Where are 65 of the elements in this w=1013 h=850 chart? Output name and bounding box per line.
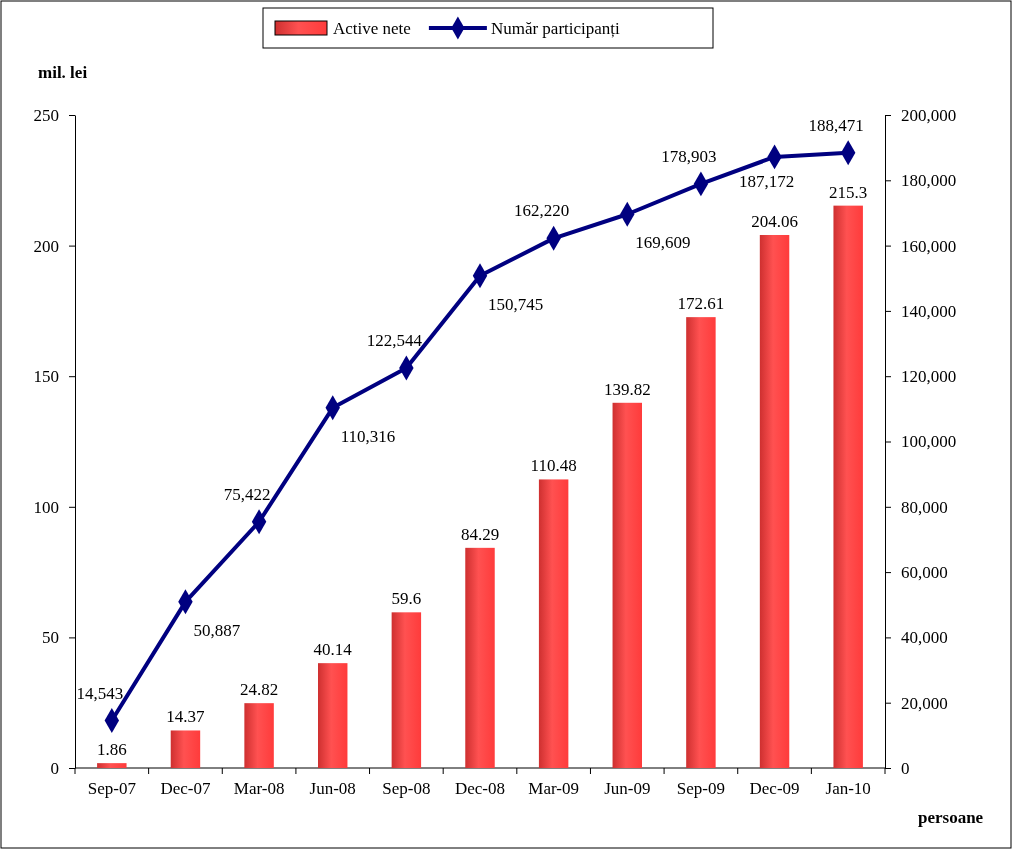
y2-tick-label: 140,000 (901, 301, 957, 321)
y-tick-label: 200 (33, 236, 59, 256)
bar (465, 547, 495, 768)
data-label: 40.14 (313, 640, 353, 660)
bar (318, 663, 348, 768)
y-tick-label: 50 (42, 628, 59, 648)
y-axis-title: mil. lei (38, 63, 88, 82)
x-tick-label: Jan-10 (825, 779, 871, 799)
data-label: 187,172 (738, 171, 795, 191)
y2-tick-label: 80,000 (901, 497, 948, 517)
data-label: 1.86 (96, 740, 127, 760)
x-tick-label: Mar-08 (233, 779, 285, 799)
y2-tick-label: 60,000 (901, 563, 948, 583)
y-tick-label: 100 (33, 497, 59, 517)
data-label: 150,745 (488, 294, 544, 314)
data-label: 215.3 (829, 182, 868, 202)
x-tick-label: Dec-07 (160, 779, 211, 799)
y-tick-label: 250 (33, 105, 59, 125)
y2-tick-label: 40,000 (901, 628, 948, 648)
data-label: 204.06 (751, 212, 798, 231)
x-tick-label: Sep-08 (382, 779, 431, 799)
x-tick-label: Mar-09 (528, 779, 579, 799)
bar (612, 402, 642, 768)
bar (833, 205, 863, 768)
data-label: 110,316 (340, 426, 396, 446)
x-tick-label: Sep-07 (87, 779, 137, 799)
data-label: 178,903 (661, 146, 717, 166)
x-tick-label: Jun-09 (604, 779, 651, 799)
data-label: 122,544 (366, 330, 423, 350)
x-tick-label: Dec-09 (749, 779, 800, 799)
data-label: 172.61 (677, 294, 725, 314)
data-label: 50,887 (193, 620, 241, 640)
data-label: 14.37 (166, 707, 206, 727)
data-label: 188,471 (808, 115, 864, 135)
x-tick-label: Sep-09 (676, 779, 725, 799)
y2-axis-title: persoane (918, 808, 984, 827)
data-label: 84.29 (460, 524, 500, 544)
y2-tick-label: 160,000 (901, 236, 957, 256)
data-label: 14,543 (76, 683, 124, 703)
data-label: 110.48 (530, 456, 577, 476)
y2-tick-label: 200,000 (901, 105, 957, 125)
x-tick-label: Jun-08 (309, 779, 356, 799)
bar (170, 730, 201, 768)
bar (538, 479, 569, 768)
y-tick-label: 0 (50, 758, 59, 778)
legend-label: Active nete (333, 19, 411, 38)
y-tick-label: 150 (33, 367, 59, 387)
data-label: 24.82 (239, 680, 279, 700)
bar (759, 235, 790, 768)
legend-label: Număr participanți (490, 19, 621, 38)
y2-tick-label: 180,000 (901, 171, 957, 191)
y2-tick-label: 20,000 (901, 693, 948, 713)
x-tick-label: Dec-08 (454, 779, 506, 799)
bar (391, 612, 422, 768)
data-label: 59.6 (391, 589, 422, 609)
data-label: 75,422 (223, 484, 271, 504)
bar (686, 317, 716, 768)
bar (97, 763, 127, 768)
y2-tick-label: 0 (901, 758, 910, 778)
bar (244, 703, 274, 768)
data-label: 139.82 (603, 379, 651, 399)
y2-tick-label: 100,000 (901, 432, 957, 452)
data-label: 169,609 (635, 233, 691, 253)
data-label: 162,220 (514, 201, 570, 221)
y2-tick-label: 120,000 (901, 367, 957, 387)
